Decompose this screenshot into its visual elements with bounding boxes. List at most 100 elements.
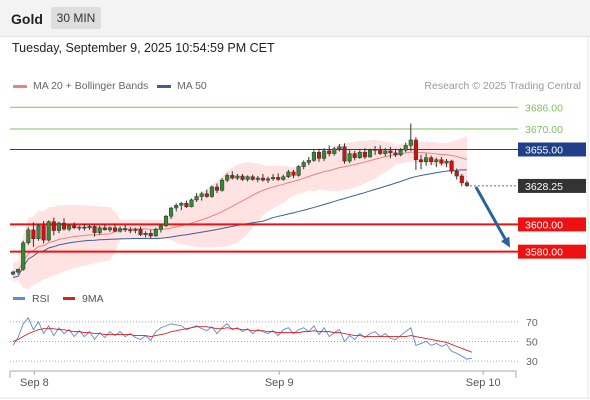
- candle: [148, 229, 153, 239]
- candle: [464, 180, 469, 187]
- symbol-title: Gold: [11, 11, 43, 27]
- candle: [388, 146, 393, 159]
- candle: [449, 159, 454, 175]
- candle: [97, 225, 102, 235]
- candle-body: [128, 229, 133, 232]
- candle-body: [138, 228, 143, 235]
- candle: [250, 174, 255, 181]
- candle: [138, 226, 143, 236]
- candle: [235, 174, 240, 181]
- candle-body: [199, 193, 204, 197]
- candle-body: [174, 205, 179, 209]
- candle: [107, 226, 112, 232]
- rsi-legend-swatch: [13, 297, 25, 300]
- candle-body: [439, 159, 444, 164]
- candle-body: [112, 227, 118, 232]
- candle-body: [388, 150, 393, 154]
- candle-body: [82, 226, 87, 229]
- rsi-legend-label: 9MA: [82, 293, 104, 305]
- candle-body: [10, 271, 16, 275]
- candle-body: [245, 176, 250, 180]
- candle: [429, 155, 434, 166]
- candle: [102, 224, 107, 231]
- candle: [373, 146, 378, 155]
- candle: [128, 227, 133, 234]
- candle-body: [56, 222, 61, 231]
- price-level-label: 3580.00: [525, 247, 563, 259]
- candle-body: [464, 182, 469, 186]
- candle: [194, 193, 199, 202]
- candle: [383, 148, 388, 157]
- candle-body: [214, 186, 220, 191]
- candle: [316, 148, 322, 162]
- rsi-tick-label: 50: [526, 336, 538, 348]
- candle-body: [265, 178, 271, 181]
- candle: [378, 145, 383, 155]
- candle-body: [250, 176, 255, 180]
- candle-body: [77, 226, 82, 229]
- candle-body: [393, 152, 398, 156]
- candle: [118, 226, 123, 233]
- candle-body: [61, 222, 67, 230]
- rsi-tick-label: 70: [526, 317, 538, 329]
- rsi-legend-swatch: [63, 297, 75, 300]
- candle-body: [240, 175, 245, 180]
- research-credit: Research © 2025 Trading Central: [424, 80, 581, 92]
- legend-ma50: MA 50: [157, 80, 207, 92]
- candle: [286, 169, 291, 179]
- candle-body: [383, 150, 388, 154]
- candle: [255, 176, 260, 183]
- candle-body: [408, 139, 413, 146]
- candle: [347, 150, 352, 164]
- candle-body: [16, 269, 21, 273]
- candle-body: [41, 225, 46, 241]
- candle-body: [67, 225, 72, 230]
- price-label-box: [518, 244, 586, 259]
- candle-body: [26, 229, 31, 244]
- candle-body: [194, 196, 199, 201]
- candle-body: [332, 148, 337, 154]
- candle: [281, 174, 286, 181]
- candle: [16, 268, 21, 275]
- candle: [322, 148, 327, 162]
- candle: [296, 165, 301, 177]
- candle-body: [322, 150, 327, 159]
- candle-body: [418, 159, 424, 162]
- candle: [240, 174, 245, 181]
- rsi-tick-label: 30: [526, 356, 538, 368]
- price-level-label: 3600.00: [525, 219, 563, 231]
- candle-body: [286, 171, 291, 177]
- candle-body: [163, 215, 169, 227]
- price-level-label: 3686.00: [525, 102, 563, 114]
- candle-body: [51, 221, 56, 231]
- candle-body: [449, 160, 454, 172]
- candle-body: [434, 159, 439, 162]
- top-bar: Gold 30 MIN: [0, 0, 590, 37]
- forecast-arrow-shaft: [474, 186, 508, 242]
- candle-body: [220, 179, 225, 191]
- x-tick-label: Sep 10: [466, 377, 501, 389]
- candle-body: [362, 151, 367, 158]
- candle-body: [459, 175, 464, 184]
- candle-body: [123, 228, 128, 231]
- candle: [87, 225, 92, 230]
- candle: [352, 150, 357, 161]
- candle-body: [429, 157, 434, 162]
- candle-body: [21, 242, 26, 270]
- candle-body: [189, 199, 194, 207]
- timestamp: Tuesday, September 9, 2025 10:54:59 PM C…: [12, 41, 275, 55]
- candle-body: [357, 151, 362, 158]
- candle-body: [378, 149, 383, 154]
- candle-body: [424, 157, 429, 162]
- candle: [459, 174, 464, 187]
- candle-body: [444, 160, 449, 164]
- timeframe-button[interactable]: 30 MIN: [51, 7, 101, 29]
- candle: [209, 185, 214, 198]
- candle-body: [184, 203, 189, 207]
- candle: [61, 218, 67, 231]
- candle-body: [148, 233, 153, 237]
- candle-body: [352, 153, 357, 158]
- forecast-arrow-head: [500, 236, 510, 248]
- candle-body: [118, 228, 123, 232]
